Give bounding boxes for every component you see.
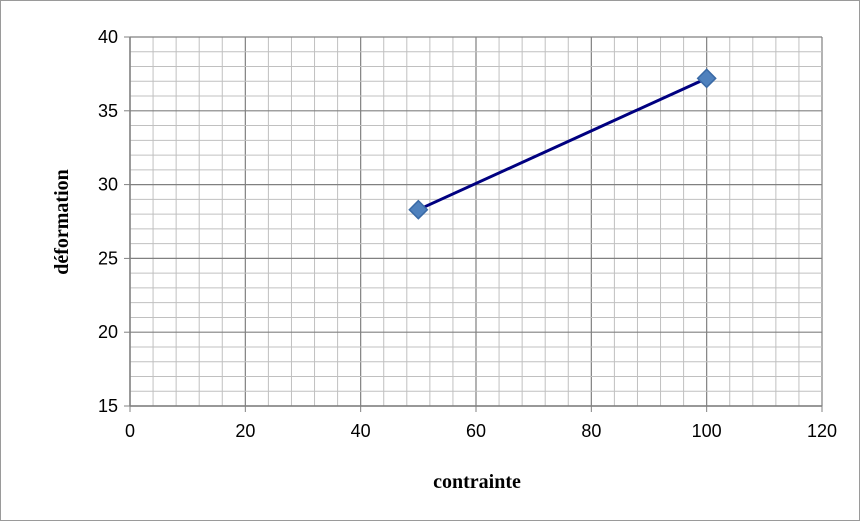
x-tick-labels: 0 20 40 60 80 100 120 xyxy=(125,421,837,441)
y-tick-label: 35 xyxy=(98,101,118,121)
y-tick-label: 40 xyxy=(98,27,118,47)
x-tick-label: 100 xyxy=(692,421,722,441)
y-axis-title: déformation xyxy=(51,169,73,275)
x-tick-label: 40 xyxy=(351,421,371,441)
grid xyxy=(129,36,823,407)
y-tick-labels: 15 20 25 30 35 40 xyxy=(98,27,118,416)
x-tick-label: 0 xyxy=(125,421,135,441)
x-tick-label: 20 xyxy=(235,421,255,441)
x-tick-label: 120 xyxy=(807,421,837,441)
x-axis-title: contrainte xyxy=(433,471,521,493)
data-point xyxy=(696,68,717,89)
y-tick-label: 30 xyxy=(98,175,118,195)
y-tick-label: 15 xyxy=(98,396,118,416)
x-tick-label: 80 xyxy=(581,421,601,441)
axes xyxy=(124,36,823,412)
y-tick-label: 20 xyxy=(98,322,118,342)
y-tick-label: 25 xyxy=(98,248,118,268)
series-line xyxy=(417,76,708,212)
data-point xyxy=(408,199,429,220)
x-tick-label: 60 xyxy=(466,421,486,441)
series-group xyxy=(408,68,717,220)
